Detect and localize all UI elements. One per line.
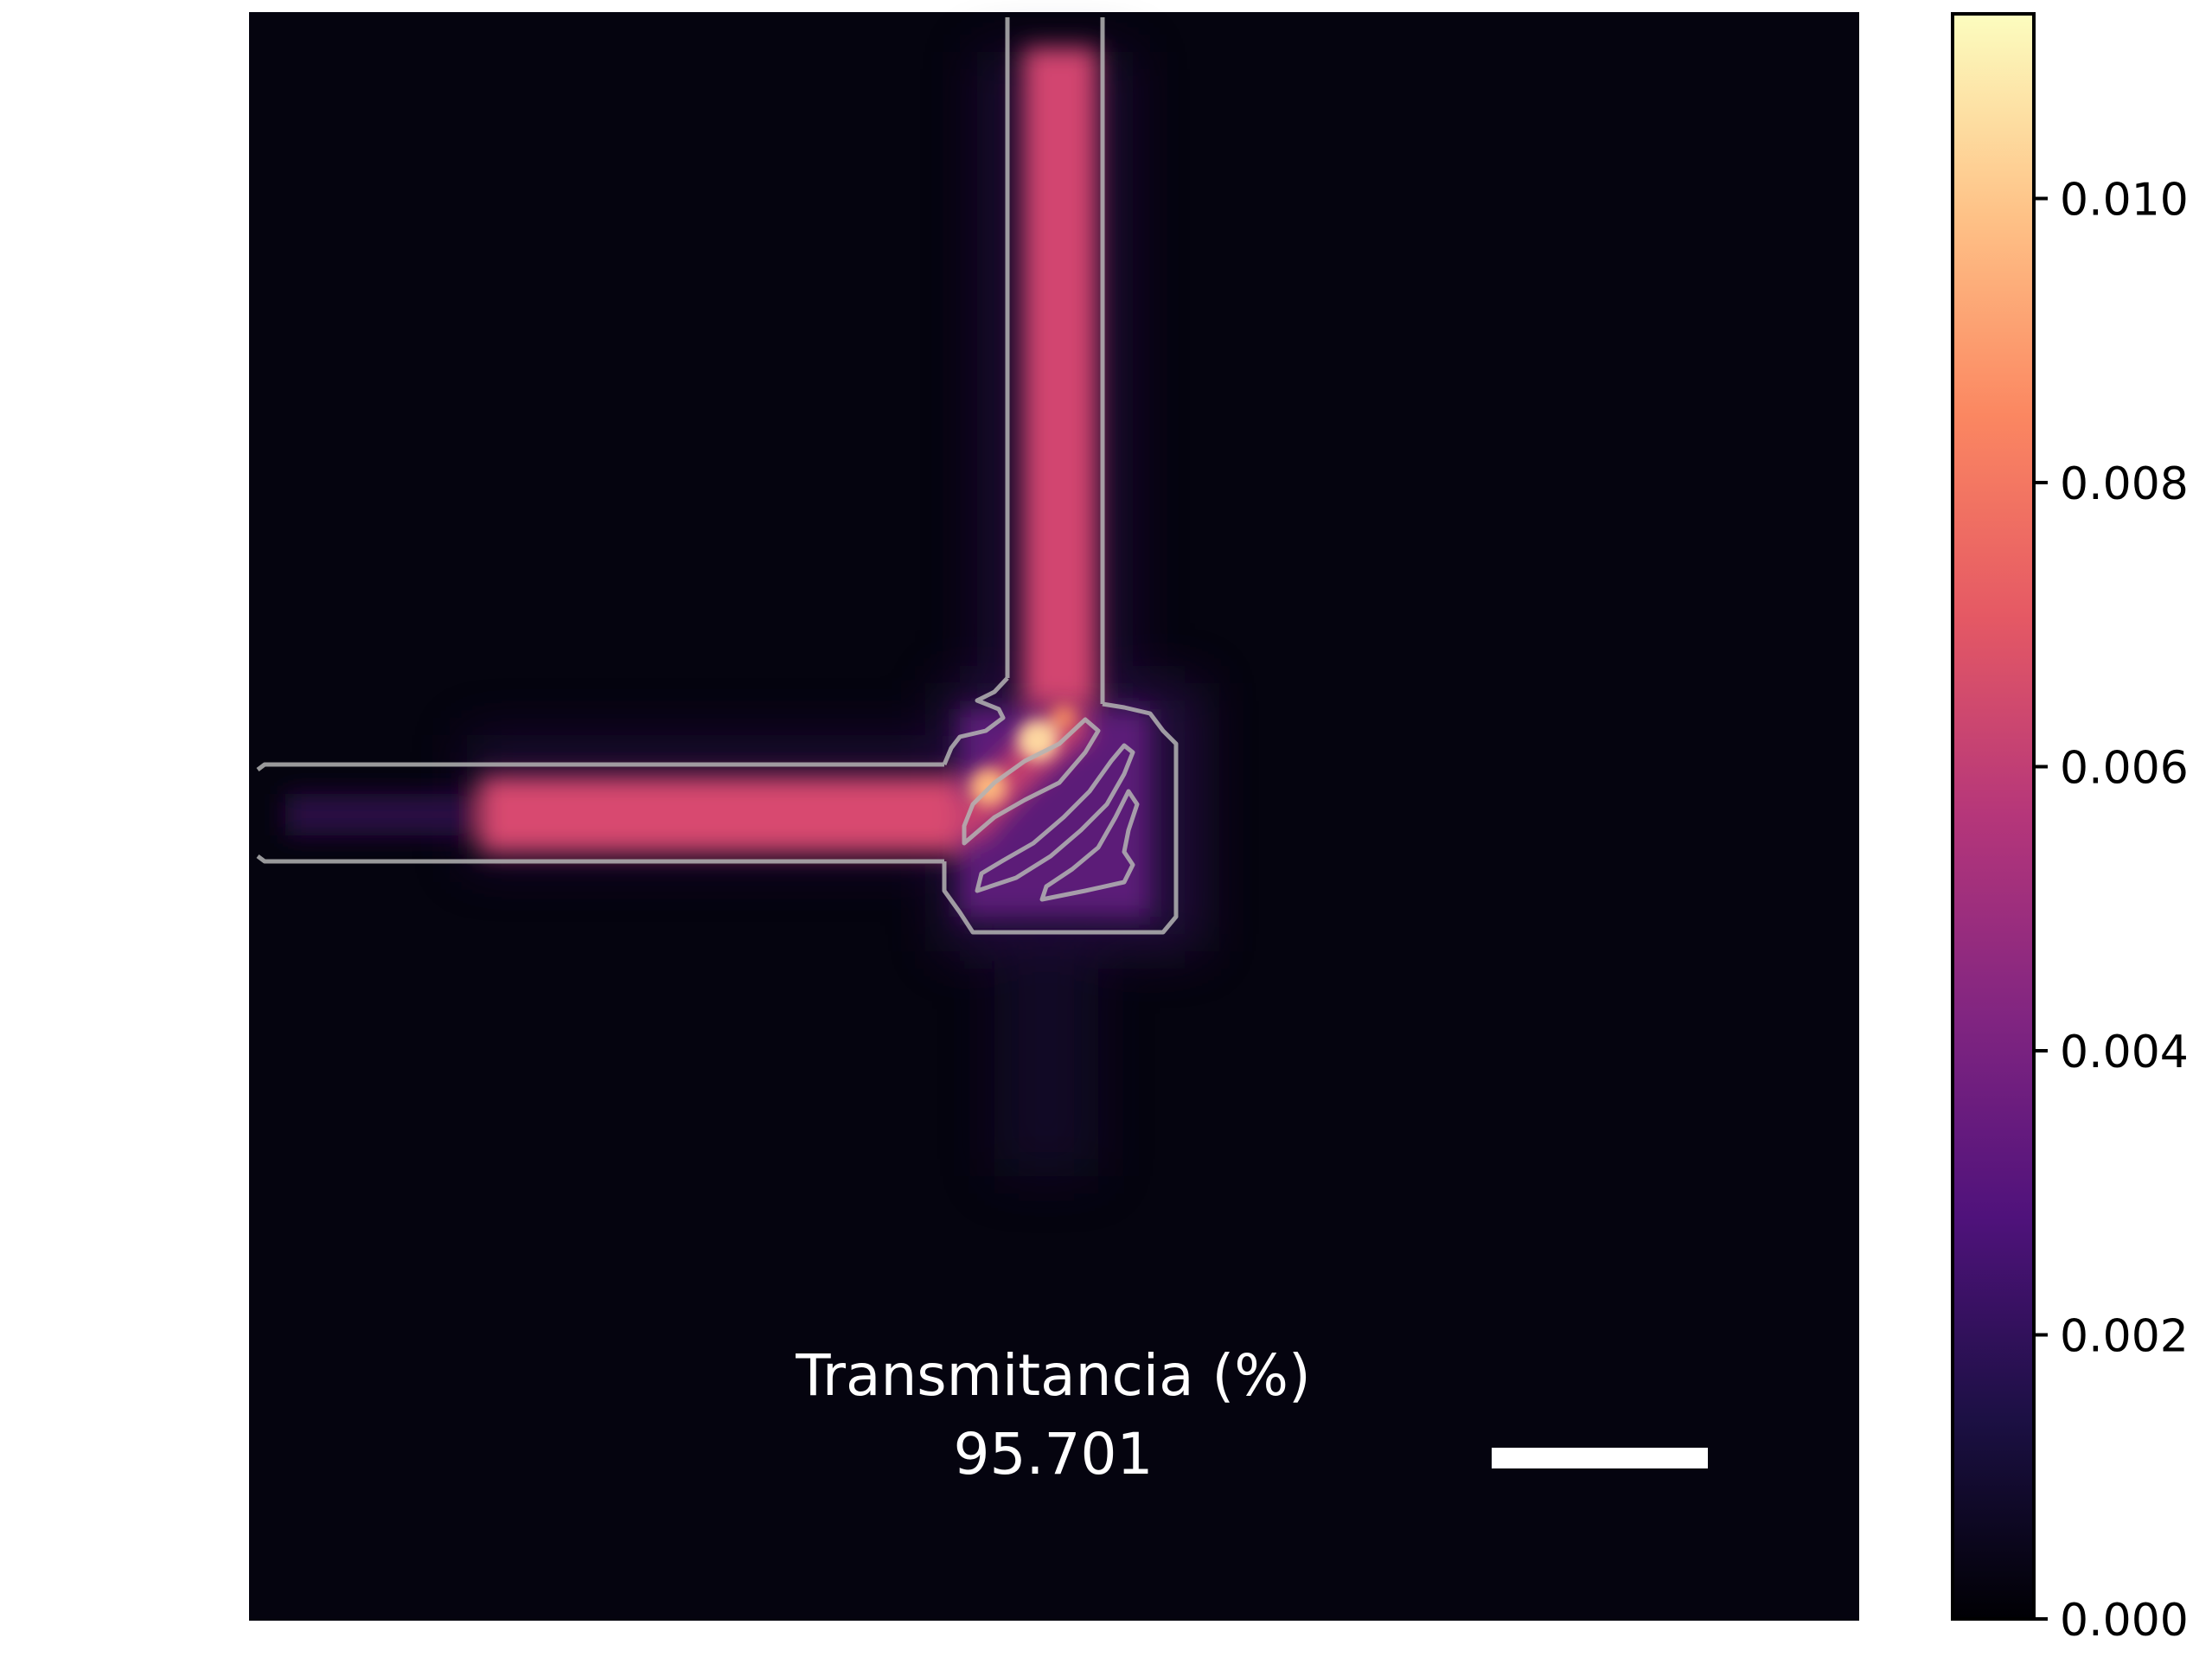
- bend-inner-arc-3: [1039, 789, 1140, 902]
- transmittance-value: 95.701: [954, 1421, 1154, 1487]
- vertical-waveguide-field: [1023, 48, 1097, 705]
- bend-cell-outline: [942, 701, 1179, 935]
- colorbar-gradient: [1951, 12, 2036, 1621]
- colorbar: 0.000 0.002 0.004 0.006 0.008 0.010: [1951, 12, 2189, 1647]
- horizontal-waveguide-field: [480, 777, 964, 853]
- bend-inner-arc-2: [975, 743, 1135, 893]
- structure-outline: [256, 17, 1179, 935]
- colorbar-tick-label: 0.010: [2060, 175, 2189, 227]
- colorbar-tick-label: 0.008: [2060, 458, 2189, 510]
- bend-inner-arc-1: [962, 717, 1101, 846]
- colorbar-tick-label: 0.002: [2060, 1311, 2189, 1363]
- transmittance-label: Transmitancia (%): [795, 1342, 1310, 1409]
- scale-bar: [1492, 1448, 1708, 1468]
- colorbar-ticks: 0.000 0.002 0.004 0.006 0.008 0.010: [2034, 175, 2189, 1647]
- colorbar-tick-label: 0.000: [2060, 1595, 2189, 1647]
- output-waveguide-outline: [1005, 17, 1105, 704]
- input-waveguide-outline: [256, 762, 944, 864]
- colorbar-tick-label: 0.004: [2060, 1027, 2189, 1078]
- colorbar-tick-label: 0.006: [2060, 743, 2189, 795]
- input-waveguide-field: [285, 794, 476, 835]
- bend-cell-inner-top: [942, 676, 1009, 765]
- heatmap-panel: Transmitancia (%) 95.701: [249, 12, 1859, 1621]
